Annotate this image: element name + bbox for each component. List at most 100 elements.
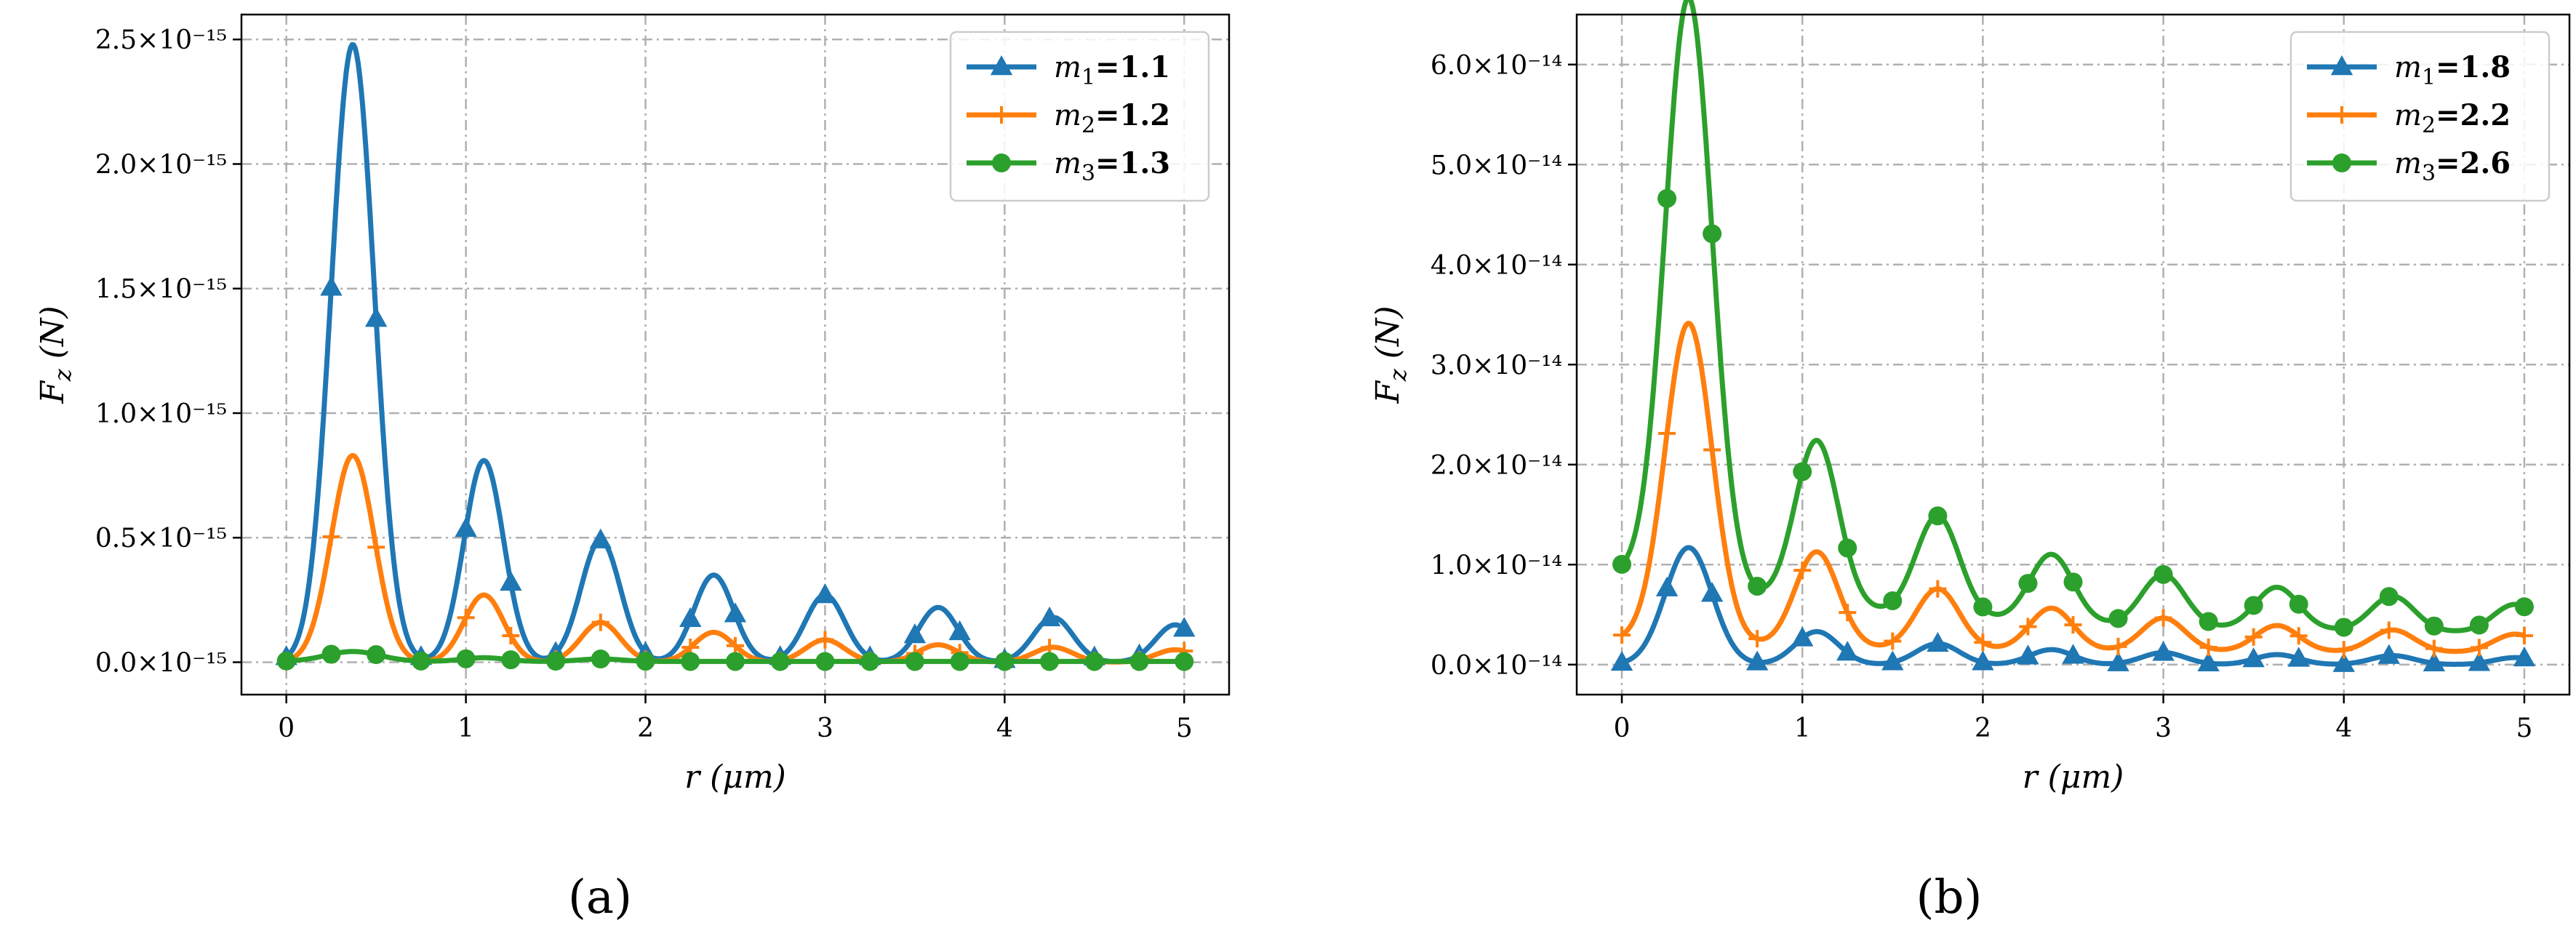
data-point bbox=[1748, 576, 1767, 596]
legend-label: m2=1.2 bbox=[1054, 98, 1170, 138]
data-point bbox=[1038, 606, 1061, 627]
y-tick-label: 1.0×10⁻¹⁴ bbox=[1431, 551, 1562, 580]
x-tick-label: 1 bbox=[457, 714, 474, 743]
data-point bbox=[1745, 650, 1769, 671]
data-point bbox=[2153, 564, 2173, 584]
y-tick-label: 3.0×10⁻¹⁴ bbox=[1431, 351, 1562, 380]
legend-subscript: 1 bbox=[2422, 65, 2436, 90]
data-point bbox=[1084, 652, 1104, 671]
data-point bbox=[724, 602, 747, 623]
data-point bbox=[2425, 639, 2443, 658]
data-point bbox=[1655, 576, 1679, 596]
y-axis-label-main: F bbox=[1369, 380, 1407, 404]
y-tick-label: 0.0×10⁻¹⁴ bbox=[1431, 651, 1562, 681]
legend-subscript: 3 bbox=[1081, 161, 1095, 186]
legend-subscript: 3 bbox=[2422, 161, 2436, 186]
legend-label: m3=1.3 bbox=[1054, 146, 1170, 186]
data-point bbox=[2152, 641, 2175, 661]
data-point bbox=[905, 652, 924, 671]
data-point bbox=[2380, 621, 2398, 639]
data-point bbox=[321, 644, 341, 664]
y-axis-label: Fz (N) bbox=[1369, 305, 1412, 404]
data-point bbox=[591, 650, 610, 669]
x-axis-label: r (μm) bbox=[2023, 759, 2124, 796]
data-point bbox=[636, 652, 655, 671]
x-tick-label: 5 bbox=[2516, 714, 2533, 743]
data-point bbox=[411, 651, 431, 671]
data-point bbox=[367, 645, 386, 665]
y-tick-label: 2.5×10⁻¹⁵ bbox=[95, 25, 227, 55]
data-point bbox=[948, 620, 971, 641]
series-m2=2.2 bbox=[1613, 321, 2533, 659]
x-tick-label: 2 bbox=[1975, 714, 1991, 743]
legend-box bbox=[2289, 31, 2551, 202]
legend-entry: m2=2.2 bbox=[2307, 98, 2511, 138]
legend-value: =2.6 bbox=[2436, 146, 2511, 180]
x-tick-label: 5 bbox=[1176, 714, 1193, 743]
legend-subscript: 1 bbox=[1081, 65, 1095, 90]
legend-value: =1.8 bbox=[2436, 50, 2511, 84]
data-point bbox=[2468, 651, 2491, 671]
data-point bbox=[1928, 506, 1948, 526]
data-point bbox=[727, 636, 744, 655]
legend-subscript: 2 bbox=[1081, 113, 1095, 138]
data-point bbox=[2289, 594, 2308, 614]
data-point bbox=[1927, 631, 1949, 652]
data-point bbox=[1883, 591, 1903, 610]
x-tick-label: 4 bbox=[2335, 714, 2352, 743]
data-point bbox=[2377, 644, 2401, 664]
data-point bbox=[455, 516, 477, 538]
legend-symbol: m bbox=[2394, 51, 2422, 84]
data-point bbox=[2064, 616, 2082, 634]
data-point bbox=[1657, 188, 1677, 208]
y-axis-label: Fz (N) bbox=[34, 305, 76, 404]
data-point bbox=[2334, 618, 2353, 637]
data-point bbox=[2514, 597, 2534, 617]
data-point bbox=[1974, 634, 1992, 652]
data-point bbox=[2197, 651, 2220, 671]
data-point bbox=[1972, 650, 1994, 671]
data-point bbox=[1836, 641, 1859, 661]
data-point bbox=[2332, 652, 2355, 672]
data-point bbox=[500, 570, 522, 591]
y-tick-label: 4.0×10⁻¹⁴ bbox=[1431, 251, 1562, 281]
data-point bbox=[501, 650, 521, 670]
data-point bbox=[1040, 652, 1060, 671]
legend-symbol: m bbox=[1054, 147, 1081, 180]
data-point bbox=[2470, 639, 2488, 657]
data-point bbox=[456, 649, 476, 668]
legend-symbol: m bbox=[2394, 147, 2422, 180]
data-point bbox=[2513, 646, 2536, 667]
legend-symbol: m bbox=[2394, 99, 2422, 132]
x-axis-label: r (μm) bbox=[684, 759, 786, 796]
data-point bbox=[1838, 538, 1857, 558]
legend-label: m1=1.8 bbox=[2394, 50, 2511, 90]
data-point bbox=[2469, 615, 2489, 635]
panel-label: (a) bbox=[568, 871, 632, 924]
data-point bbox=[2063, 572, 2083, 592]
data-point bbox=[546, 652, 566, 671]
y-tick-label: 0.5×10⁻¹⁵ bbox=[95, 524, 227, 554]
data-point bbox=[591, 613, 609, 631]
legend-box bbox=[949, 31, 1210, 202]
legend-value: =2.2 bbox=[2436, 98, 2511, 132]
legend: m1=1.8m2=2.2m3=2.6 bbox=[2289, 31, 2551, 202]
legend-symbol: m bbox=[1054, 99, 1081, 132]
y-tick-label: 1.0×10⁻¹⁵ bbox=[95, 399, 227, 429]
legend-value: =1.3 bbox=[1095, 146, 1170, 180]
y-axis-label-unit: (N) bbox=[1369, 305, 1407, 369]
data-point bbox=[2154, 609, 2172, 627]
series-line bbox=[285, 452, 1185, 665]
legend-marker bbox=[2330, 55, 2353, 76]
series-m3=1.3 bbox=[276, 644, 1194, 671]
y-tick-label: 2.0×10⁻¹⁵ bbox=[95, 150, 227, 180]
y-axis-label-main: F bbox=[34, 380, 71, 404]
y-tick-label: 0.0×10⁻¹⁵ bbox=[95, 648, 227, 678]
data-point bbox=[2018, 574, 2038, 594]
data-point bbox=[1703, 441, 1721, 459]
data-point bbox=[1929, 580, 1947, 598]
data-point bbox=[679, 607, 702, 628]
data-point bbox=[1658, 424, 1676, 442]
y-axis-label-sub: z bbox=[1384, 368, 1412, 382]
